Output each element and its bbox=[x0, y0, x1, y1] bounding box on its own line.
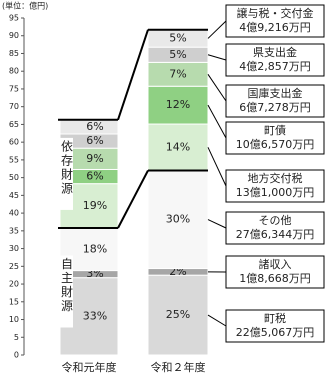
callout-amount: 4億2,857万円 bbox=[239, 60, 311, 73]
callout-name: 県支出金 bbox=[253, 45, 297, 59]
y-tick-label: 25 bbox=[9, 262, 19, 271]
percent-label: 7% bbox=[169, 67, 186, 80]
bar-segment bbox=[147, 274, 209, 356]
callout-box bbox=[225, 121, 325, 155]
y-tick-label: 80 bbox=[9, 67, 19, 76]
callout-amount: 1億8,668万円 bbox=[239, 272, 311, 285]
callout-line bbox=[207, 104, 227, 139]
callout-amount: 27億6,344万円 bbox=[236, 228, 315, 241]
percent-label: 5% bbox=[169, 48, 186, 61]
callout-line bbox=[207, 314, 227, 327]
callout-box bbox=[225, 4, 325, 38]
percent-label: 12% bbox=[166, 98, 190, 111]
y-tick-label: 5 bbox=[14, 333, 19, 342]
callout-box bbox=[225, 43, 325, 77]
connector bbox=[117, 170, 149, 229]
unit-label: (単位：億円) bbox=[2, 1, 48, 11]
callout-box bbox=[225, 169, 325, 203]
percent-label: 5% bbox=[169, 31, 186, 44]
bar-segment bbox=[147, 170, 209, 270]
callout-line bbox=[207, 54, 227, 61]
callout-box bbox=[225, 309, 325, 343]
percent-label: 14% bbox=[166, 140, 190, 153]
category-label: 令和２年度 bbox=[151, 360, 206, 374]
percent-label: 33% bbox=[83, 309, 107, 322]
percent-label: 6% bbox=[86, 170, 103, 183]
callout-amount: 22億5,067万円 bbox=[236, 326, 315, 339]
y-tick-label: 55 bbox=[9, 155, 19, 164]
category-label: 令和元年度 bbox=[62, 360, 117, 374]
y-tick-label: 75 bbox=[9, 84, 19, 93]
callout-name: その他 bbox=[259, 214, 292, 227]
y-tick-label: 40 bbox=[9, 209, 19, 218]
callout-line bbox=[207, 20, 227, 39]
callout-amount: 10億6,570万円 bbox=[236, 138, 315, 151]
y-tick-label: 95 bbox=[9, 14, 19, 23]
group-label-bg bbox=[60, 137, 73, 210]
y-tick-label: 45 bbox=[9, 191, 19, 200]
callout-line bbox=[207, 147, 227, 187]
callout-name: 町債 bbox=[264, 123, 286, 137]
y-tick-label: 50 bbox=[9, 173, 19, 182]
y-tick-label: 10 bbox=[9, 315, 19, 324]
percent-label: 6% bbox=[86, 134, 103, 147]
callout-line bbox=[207, 74, 227, 102]
percent-label: 19% bbox=[83, 199, 107, 212]
callout-name: 諸収入 bbox=[259, 257, 292, 271]
callout-amount: 4億9,216万円 bbox=[239, 21, 311, 34]
y-tick-label: 30 bbox=[9, 244, 19, 253]
bar-segment bbox=[147, 85, 209, 125]
callout-name: 国庫支出金 bbox=[248, 86, 303, 100]
y-tick-label: 20 bbox=[9, 280, 19, 289]
callout-line bbox=[207, 219, 227, 229]
percent-label: 25% bbox=[166, 308, 190, 321]
percent-label: 9% bbox=[86, 152, 103, 165]
y-tick-label: 15 bbox=[9, 297, 19, 306]
callout-name: 譲与税・交付金 bbox=[237, 6, 314, 20]
connector bbox=[117, 29, 149, 121]
group-label: 依存財源 bbox=[60, 138, 74, 195]
y-tick-label: 65 bbox=[9, 120, 19, 129]
y-tick-label: 35 bbox=[9, 226, 19, 235]
callout-name: 地方交付税 bbox=[248, 171, 303, 185]
percent-label: 6% bbox=[86, 120, 103, 133]
callout-name: 町税 bbox=[264, 311, 286, 325]
percent-label: 18% bbox=[83, 242, 107, 255]
callout-box bbox=[225, 211, 325, 245]
callout-amount: 13億1,000万円 bbox=[236, 186, 315, 199]
callout-box bbox=[225, 255, 325, 289]
y-tick-label: 90 bbox=[9, 31, 19, 40]
y-tick-label: 60 bbox=[9, 138, 19, 147]
group-label: 自主財源 bbox=[60, 257, 74, 313]
group-label-bg bbox=[60, 255, 73, 328]
y-tick-label: 85 bbox=[9, 49, 19, 58]
percent-label: 30% bbox=[166, 213, 190, 226]
callout-box bbox=[225, 84, 325, 118]
callout-amount: 6億7,278万円 bbox=[239, 101, 311, 114]
y-tick-label: 70 bbox=[9, 102, 19, 111]
y-tick-label: 0 bbox=[14, 351, 19, 360]
